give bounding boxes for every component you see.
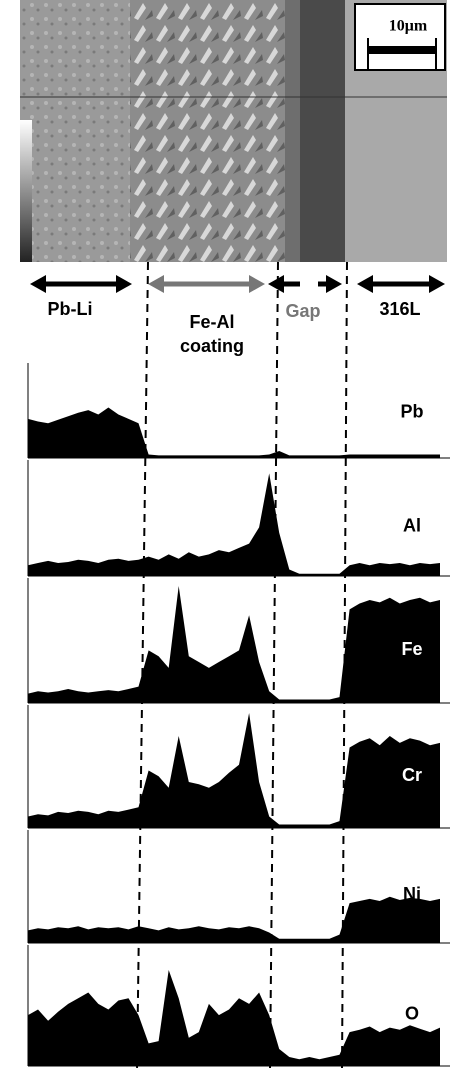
element-label: Fe	[401, 639, 422, 659]
element-label: Al	[403, 516, 421, 536]
region-arrows	[30, 275, 445, 293]
boundary-lines	[136, 261, 348, 1070]
eds-profile	[28, 970, 440, 1066]
eds-profile	[28, 407, 440, 458]
region-label: coating	[180, 336, 244, 356]
element-label: Cr	[402, 765, 422, 785]
eds-profile	[28, 896, 440, 943]
scale-bar-label: 10μm	[389, 18, 428, 35]
region-label: 316L	[379, 299, 420, 319]
sem-image	[20, 0, 447, 262]
region-label: Pb-Li	[48, 299, 93, 319]
eds-panels: Pb Al Fe Cr Ni O	[27, 363, 450, 1067]
element-label: Pb	[400, 402, 423, 422]
eds-profile	[28, 586, 440, 703]
region-label: Gap	[285, 301, 320, 321]
eds-profile	[28, 473, 440, 576]
region-label: Fe-Al	[190, 312, 235, 332]
element-label: O	[405, 1004, 419, 1024]
eds-profile	[28, 713, 440, 828]
element-label: Ni	[403, 884, 421, 904]
